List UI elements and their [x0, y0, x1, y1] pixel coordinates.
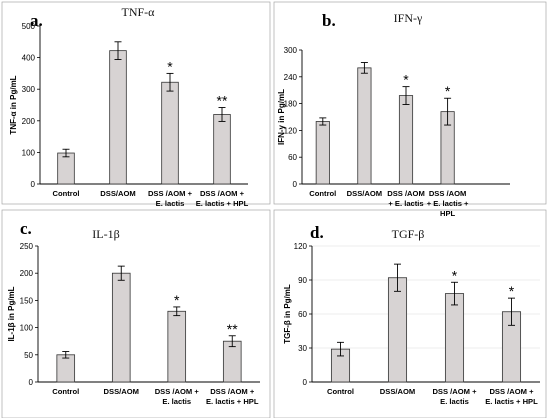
y-tick-label: 180 [284, 100, 298, 109]
y-tick-label: 0 [31, 180, 36, 189]
y-tick-label: 100 [22, 148, 36, 157]
y-tick-label: 0 [29, 378, 34, 387]
bar [315, 121, 330, 185]
x-tick-label: Control [53, 189, 80, 198]
bar [444, 293, 465, 383]
bar [387, 277, 408, 383]
y-tick-label: 120 [294, 242, 308, 251]
panel-letter: d. [310, 223, 324, 242]
bar [213, 114, 231, 185]
significance-marker: * [452, 267, 458, 283]
y-tick-label: 30 [298, 344, 307, 353]
significance-marker: * [509, 283, 515, 299]
y-axis-label: IFN-γ in Pg/mL [277, 89, 286, 145]
x-tick-label: DSS /AOM + E. lactis [155, 387, 200, 406]
y-tick-label: 500 [22, 22, 36, 31]
y-tick-label: 300 [22, 85, 36, 94]
x-tick-label: DSS/AOM [380, 387, 415, 396]
bar [161, 81, 179, 185]
y-tick-label: 60 [288, 153, 297, 162]
panel-letter: b. [322, 11, 336, 30]
y-tick-label: 250 [20, 242, 34, 251]
panel-frame [273, 1, 547, 205]
y-tick-label: 0 [303, 378, 308, 387]
x-tick-label: DSS/AOM [347, 189, 382, 198]
x-tick-label: DSS /AOM + E. lactis + HPL [485, 387, 538, 406]
chart-panel: c. IL-1β 0 50 100 150 200 250 IL-1β in Pg/mL Cont… [1, 209, 271, 418]
bar [109, 50, 127, 185]
y-tick-label: 150 [20, 296, 34, 305]
significance-marker: * [174, 292, 180, 308]
panel-frame [1, 209, 271, 418]
x-tick-label: DSS /AOM + E. lactis + HPL [196, 189, 249, 208]
significance-marker: * [167, 58, 173, 74]
y-axis-label: TGF-β in Pg/mL [283, 284, 292, 344]
y-tick-label: 120 [284, 126, 298, 135]
y-tick-label: 200 [22, 117, 36, 126]
panel-letter: a. [30, 11, 43, 30]
x-tick-label: DSS/AOM [100, 189, 135, 198]
y-axis-label: TNF-α in Pg/mL [9, 75, 18, 134]
y-tick-label: 400 [22, 54, 36, 63]
significance-marker: * [403, 72, 409, 88]
bar [167, 310, 187, 383]
y-axis-label: IL-1β in Pg/mL [7, 286, 16, 341]
y-tick-label: 200 [20, 269, 34, 278]
y-tick-label: 300 [284, 46, 298, 55]
chart-title: IFN-γ [394, 11, 423, 25]
y-tick-label: 100 [20, 324, 34, 333]
chart-title: IL-1β [92, 227, 119, 241]
panel-frame [273, 209, 547, 418]
bar [111, 272, 131, 383]
x-tick-label: DSS /AOM + E. lactis [387, 189, 425, 208]
x-tick-label: DSS /AOM + E. lactis + HPL [206, 387, 259, 406]
x-tick-label: DSS/AOM [104, 387, 139, 396]
y-tick-label: 50 [24, 351, 33, 360]
chart-panel: d. TGF-β 0 30 60 90 120 TGF-β in Pg/mL Control DS… [273, 209, 547, 418]
x-tick-label: Control [309, 189, 336, 198]
chart-title: TNF-α [122, 5, 156, 19]
significance-marker: * [445, 83, 451, 99]
bar [57, 152, 75, 185]
x-tick-label: DSS /AOM + E. lactis [148, 189, 193, 208]
panel-frame [1, 1, 271, 205]
y-tick-label: 90 [298, 276, 307, 285]
chart-panel: a. TNF-α 0 100 200 300 400 500 TNF-α in Pg/mL Con… [1, 1, 271, 208]
x-tick-label: Control [327, 387, 354, 396]
panel-letter: c. [20, 219, 32, 238]
bar [398, 95, 414, 185]
x-tick-label: DSS /AOM + E. lactis [432, 387, 477, 406]
y-tick-label: 240 [284, 73, 298, 82]
y-tick-label: 60 [298, 310, 307, 319]
chart-panel: b. IFN-γ 0 60 120 180 240 300 IFN-γ in Pg/mL Cont… [273, 1, 547, 218]
chart-title: TGF-β [392, 227, 425, 241]
x-tick-label: Control [52, 387, 79, 396]
bar [56, 354, 76, 383]
x-tick-label: DSS /AOM + E. lactis + HPL [427, 189, 469, 218]
y-tick-label: 0 [293, 180, 298, 189]
bar [357, 67, 372, 185]
significance-marker: ** [227, 321, 238, 337]
bar [222, 340, 242, 383]
significance-marker: ** [217, 93, 228, 109]
